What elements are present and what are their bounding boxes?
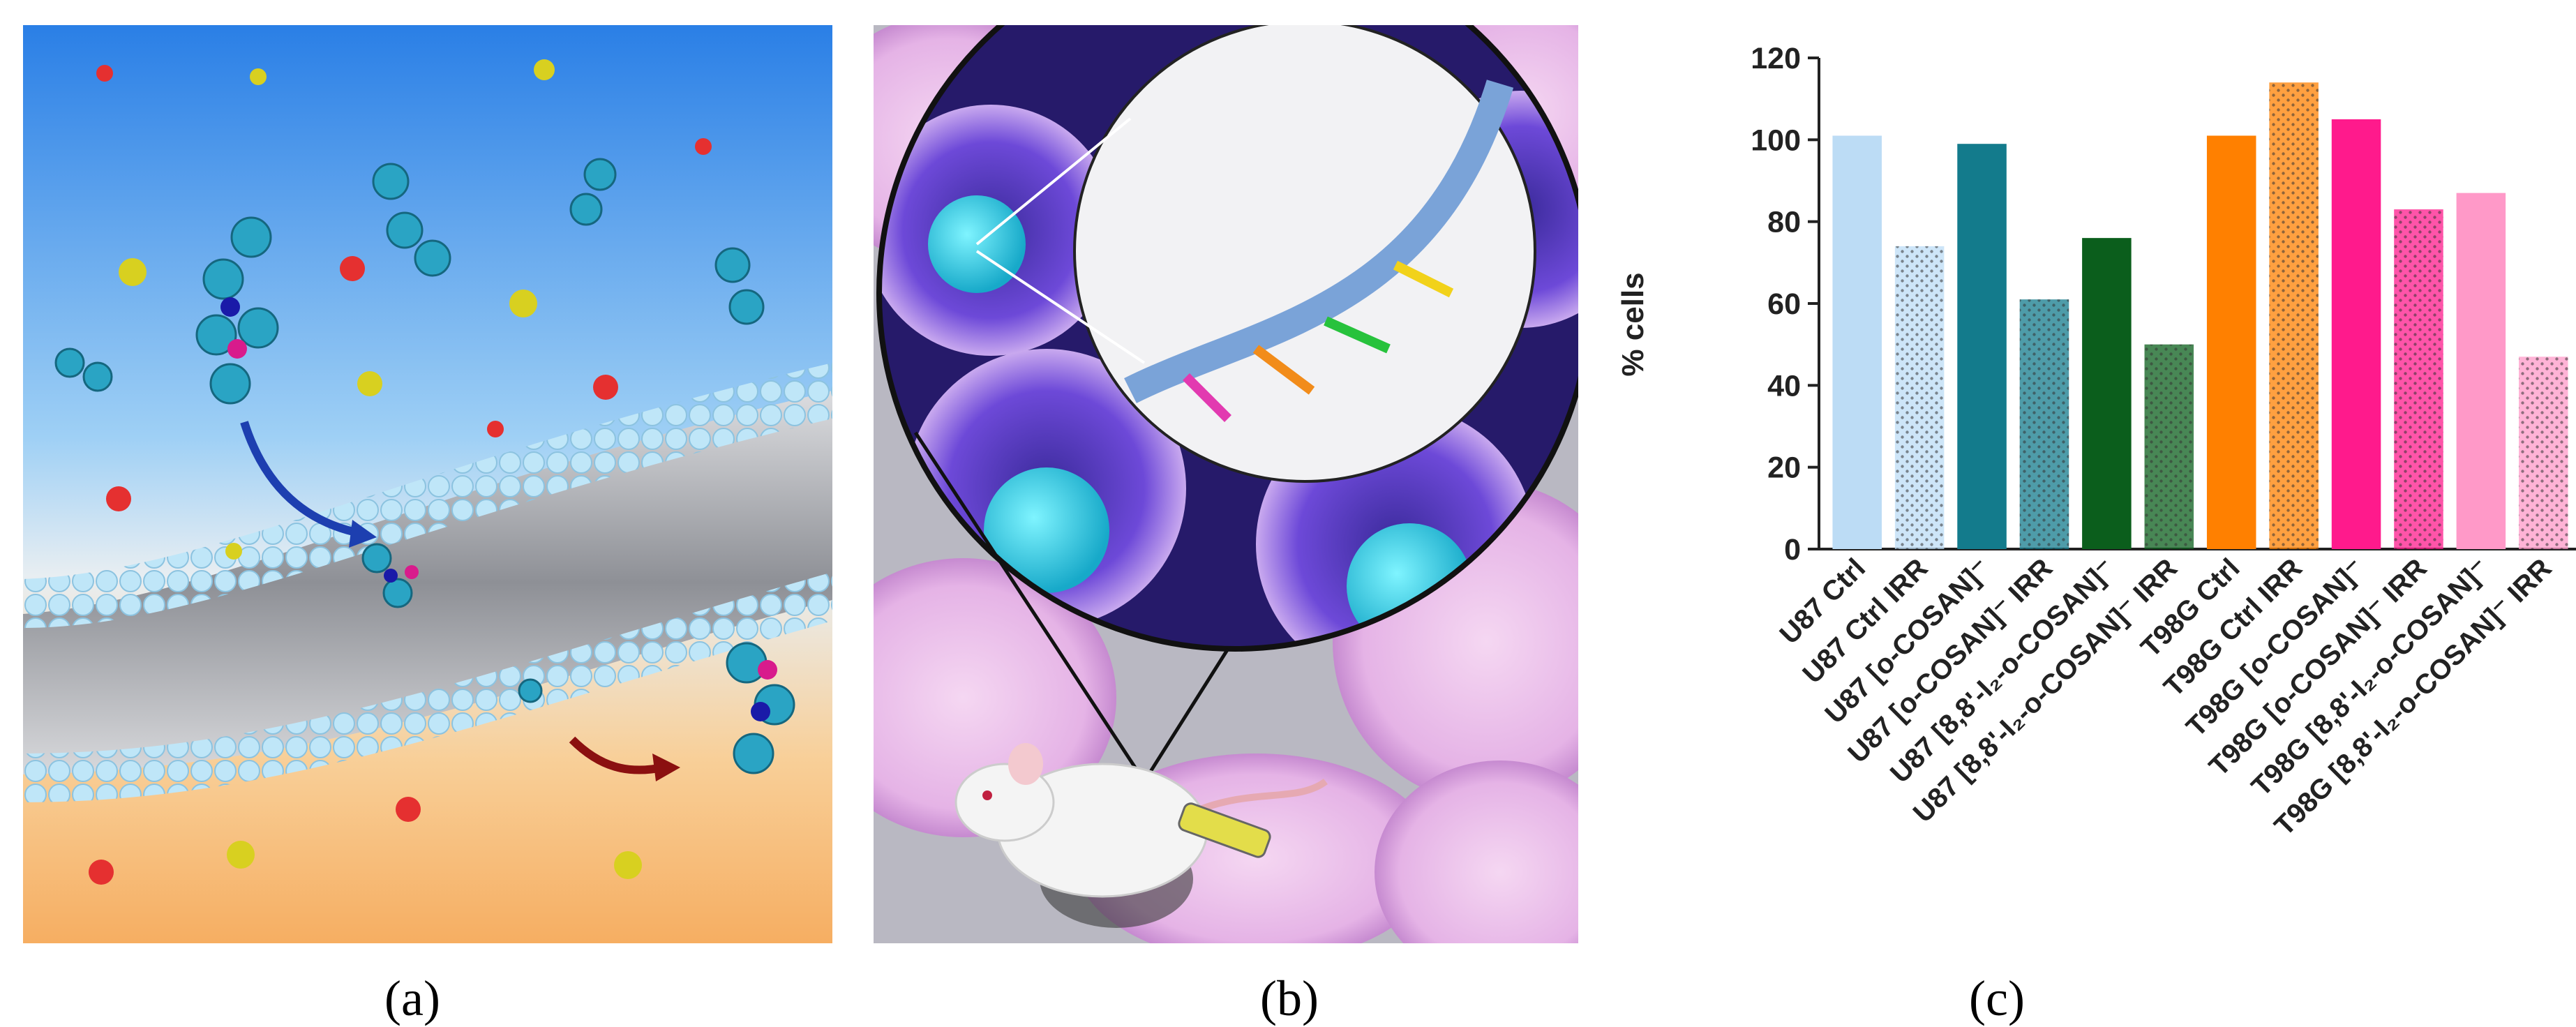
bar <box>1957 144 2007 549</box>
panel-label: (a) <box>384 970 440 1026</box>
y-tick-label: 20 <box>1767 451 1801 485</box>
bar <box>2519 357 2568 549</box>
y-tick-label: 100 <box>1751 123 1801 157</box>
bar <box>2206 135 2256 549</box>
y-axis-label: % cells <box>1616 272 1650 376</box>
bar <box>2269 82 2319 549</box>
bar <box>2082 238 2132 549</box>
bar <box>2019 299 2069 549</box>
cell-illustration <box>874 25 1578 943</box>
panel-label: (b) <box>1260 970 1319 1026</box>
panel-label: (c) <box>1969 970 2025 1026</box>
y-tick-label: 120 <box>1751 42 1801 75</box>
bar <box>2331 119 2381 549</box>
membrane-illustration <box>23 25 832 943</box>
y-tick-label: 60 <box>1767 287 1801 321</box>
y-tick-label: 0 <box>1784 533 1801 567</box>
y-tick-label: 40 <box>1767 369 1801 403</box>
bar <box>2456 193 2506 549</box>
y-tick-label: 80 <box>1767 206 1801 239</box>
bar <box>1832 135 1882 549</box>
bar <box>2144 344 2194 549</box>
bar <box>2394 209 2443 549</box>
bar <box>1894 246 1945 549</box>
